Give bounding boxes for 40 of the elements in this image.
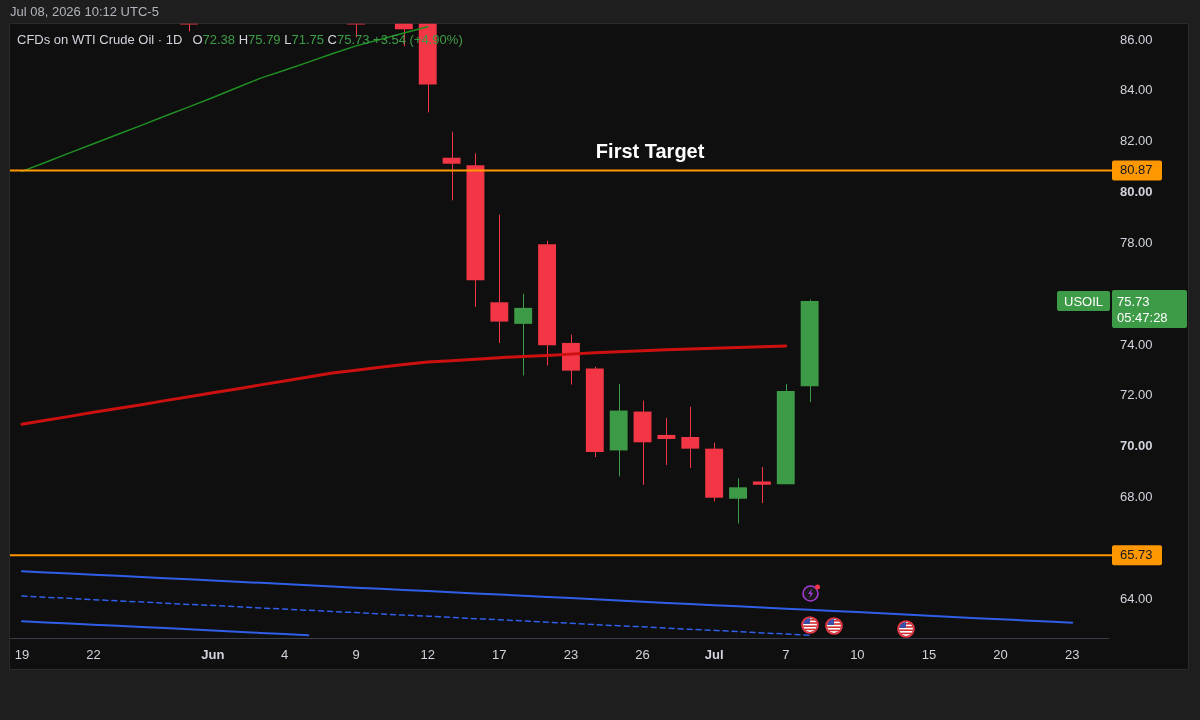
x-tick-label: 23 bbox=[563, 646, 579, 662]
x-tick-label: 15 bbox=[921, 646, 937, 662]
x-tick-label: Jul bbox=[704, 646, 724, 662]
x-tick-label: 19 bbox=[14, 646, 30, 662]
x-tick-label: 22 bbox=[86, 646, 101, 662]
y-tick-label: 68.00 bbox=[1120, 489, 1153, 505]
x-tick-label: 26 bbox=[635, 646, 650, 662]
y-tick-label: 65.73 bbox=[1120, 546, 1153, 562]
x-tick-label: 10 bbox=[850, 646, 865, 662]
x-tick-label: 20 bbox=[993, 646, 1008, 662]
y-tick-label: 84.00 bbox=[1120, 82, 1153, 98]
candlestick bbox=[490, 214, 509, 344]
x-tick-label: 12 bbox=[420, 646, 435, 662]
y-tick-label: 74.00 bbox=[1120, 336, 1153, 352]
y-tick-label: 72.00 bbox=[1120, 387, 1153, 403]
candlestick bbox=[657, 417, 676, 466]
x-tick-label: 23 bbox=[1064, 646, 1080, 662]
candlestick bbox=[752, 466, 771, 504]
text: 75.73 bbox=[1117, 293, 1150, 309]
y-tick-label: 82.00 bbox=[1120, 133, 1153, 149]
y-tick-label: 64.00 bbox=[1120, 590, 1153, 606]
x-tick-label: Jun bbox=[201, 646, 225, 662]
x-tick-label: 4 bbox=[280, 646, 289, 662]
y-tick-label: 78.00 bbox=[1120, 234, 1153, 250]
y-tick-label: 86.00 bbox=[1120, 31, 1153, 47]
candlestick bbox=[514, 293, 533, 376]
x-tick-label: 9 bbox=[352, 646, 360, 662]
text: 05:47:28 bbox=[1117, 309, 1168, 325]
y-tick-label: 70.00 bbox=[1120, 438, 1153, 454]
y-tick-label: 80.87 bbox=[1120, 161, 1153, 177]
candlestick bbox=[729, 477, 747, 525]
y-tick-label: 80.00 bbox=[1120, 184, 1153, 200]
ref-line-label: First Target bbox=[595, 139, 705, 162]
text: Jul 08, 2026 10:12 UTC-5 bbox=[10, 3, 159, 19]
x-tick-label: 17 bbox=[492, 646, 507, 662]
text: CFDs on WTI Crude Oil · 1D bbox=[17, 32, 183, 48]
candlestick bbox=[681, 406, 700, 469]
candlestick bbox=[442, 131, 461, 201]
x-tick-label: 7 bbox=[782, 646, 790, 662]
annotation: USOIL bbox=[1063, 293, 1103, 309]
